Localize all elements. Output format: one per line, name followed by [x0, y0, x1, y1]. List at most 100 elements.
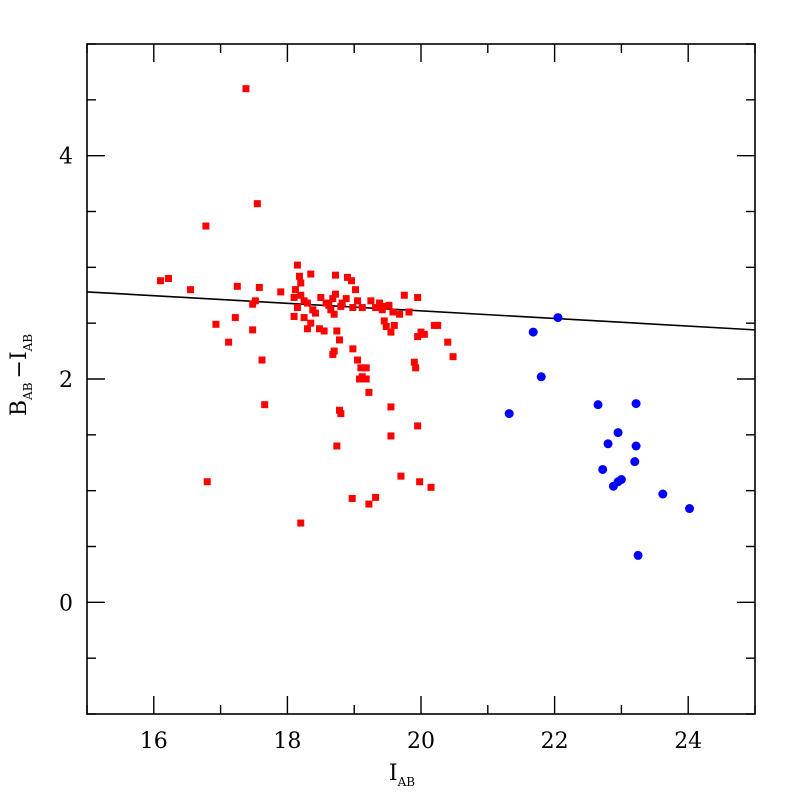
x-tick-label: 18	[273, 729, 301, 754]
red-square-point	[336, 336, 344, 344]
red-square-point	[203, 478, 211, 486]
data-points-layer	[156, 85, 695, 560]
red-square-point	[290, 293, 298, 301]
red-square-point	[202, 222, 210, 230]
blue-circle-point	[553, 313, 563, 323]
blue-circle-point	[631, 441, 641, 451]
red-square-point	[342, 295, 350, 303]
red-square-point	[325, 301, 333, 309]
red-square-point	[367, 297, 375, 305]
red-square-point	[372, 493, 380, 501]
red-square-point	[297, 291, 305, 299]
red-square-point	[338, 299, 346, 307]
red-square-point	[390, 321, 398, 329]
red-square-point	[414, 422, 422, 430]
red-square-point	[253, 200, 261, 208]
blue-circle-point	[536, 372, 546, 382]
red-square-point	[329, 295, 337, 303]
red-square-point	[225, 338, 233, 346]
blue-circle-point	[631, 399, 641, 409]
red-square-point	[297, 279, 305, 287]
red-square-point	[258, 356, 266, 364]
x-tick-label: 24	[674, 729, 702, 754]
x-tick-label: 22	[541, 729, 569, 754]
blue-circle-point	[593, 400, 603, 410]
red-square-point	[414, 333, 422, 341]
red-square-point	[297, 519, 305, 527]
blue-circle-point	[630, 457, 640, 467]
red-square-point	[400, 291, 408, 299]
red-square-point	[410, 358, 418, 366]
red-square-point	[412, 364, 420, 372]
x-tick-label: 20	[407, 729, 435, 754]
red-square-point	[349, 304, 357, 312]
red-square-point	[300, 314, 308, 322]
red-square-point	[405, 308, 413, 316]
red-square-point	[293, 304, 301, 312]
red-square-point	[249, 326, 257, 334]
red-square-point	[365, 388, 373, 396]
red-square-point	[382, 323, 390, 331]
red-square-point	[290, 312, 298, 320]
red-square-point	[249, 300, 257, 308]
red-square-point	[357, 364, 365, 372]
red-square-point	[291, 286, 299, 294]
red-square-point	[449, 353, 457, 361]
red-square-point	[414, 293, 422, 301]
blue-circle-point	[633, 550, 643, 560]
x-tick-label: 16	[140, 729, 168, 754]
red-square-point	[362, 364, 370, 372]
red-square-point	[317, 293, 325, 301]
red-square-point	[303, 325, 311, 333]
red-square-point	[331, 290, 339, 298]
red-square-point	[307, 270, 315, 278]
red-square-point	[344, 273, 352, 281]
red-square-point	[387, 403, 395, 411]
red-square-point	[327, 306, 335, 314]
red-square-point	[416, 478, 424, 486]
red-square-point	[348, 494, 356, 502]
red-square-point	[187, 286, 195, 294]
blue-circle-point	[528, 327, 538, 337]
red-square-point	[352, 286, 360, 294]
red-square-point	[333, 327, 341, 335]
red-square-point	[212, 320, 220, 328]
red-square-point	[427, 483, 435, 491]
fit-line-layer	[86, 291, 756, 331]
red-square-point	[444, 338, 452, 346]
red-square-point	[164, 275, 172, 282]
red-square-point	[255, 283, 263, 291]
red-square-point	[295, 272, 303, 280]
red-square-point	[358, 304, 366, 312]
fit-line	[86, 291, 756, 331]
red-square-point	[354, 356, 362, 364]
y-axis-label: BAB−IAB	[7, 334, 35, 416]
red-square-point	[380, 302, 388, 310]
blue-circle-point	[598, 464, 608, 474]
red-square-point	[396, 310, 404, 318]
red-square-point	[277, 288, 285, 296]
red-square-point	[329, 350, 337, 358]
red-square-point	[362, 375, 370, 383]
red-square-point	[372, 304, 380, 312]
plot-frame	[86, 43, 756, 715]
blue-circle-point	[658, 489, 668, 499]
red-square-point	[156, 277, 164, 285]
red-square-point	[354, 297, 362, 305]
y-tick-label: 4	[59, 145, 73, 170]
red-square-point	[380, 317, 388, 325]
blue-circle-point	[504, 409, 514, 419]
red-square-point	[376, 299, 384, 307]
blue-circle-point	[613, 428, 623, 438]
red-square-point	[387, 432, 395, 440]
red-square-point	[387, 328, 395, 336]
y-tick-label: 2	[59, 368, 73, 393]
blue-circle-point	[603, 439, 613, 449]
red-square-point	[337, 410, 345, 418]
red-square-point	[348, 277, 356, 285]
y-tick-label: 0	[59, 591, 73, 616]
red-square-point	[311, 309, 319, 317]
red-square-point	[261, 401, 269, 409]
